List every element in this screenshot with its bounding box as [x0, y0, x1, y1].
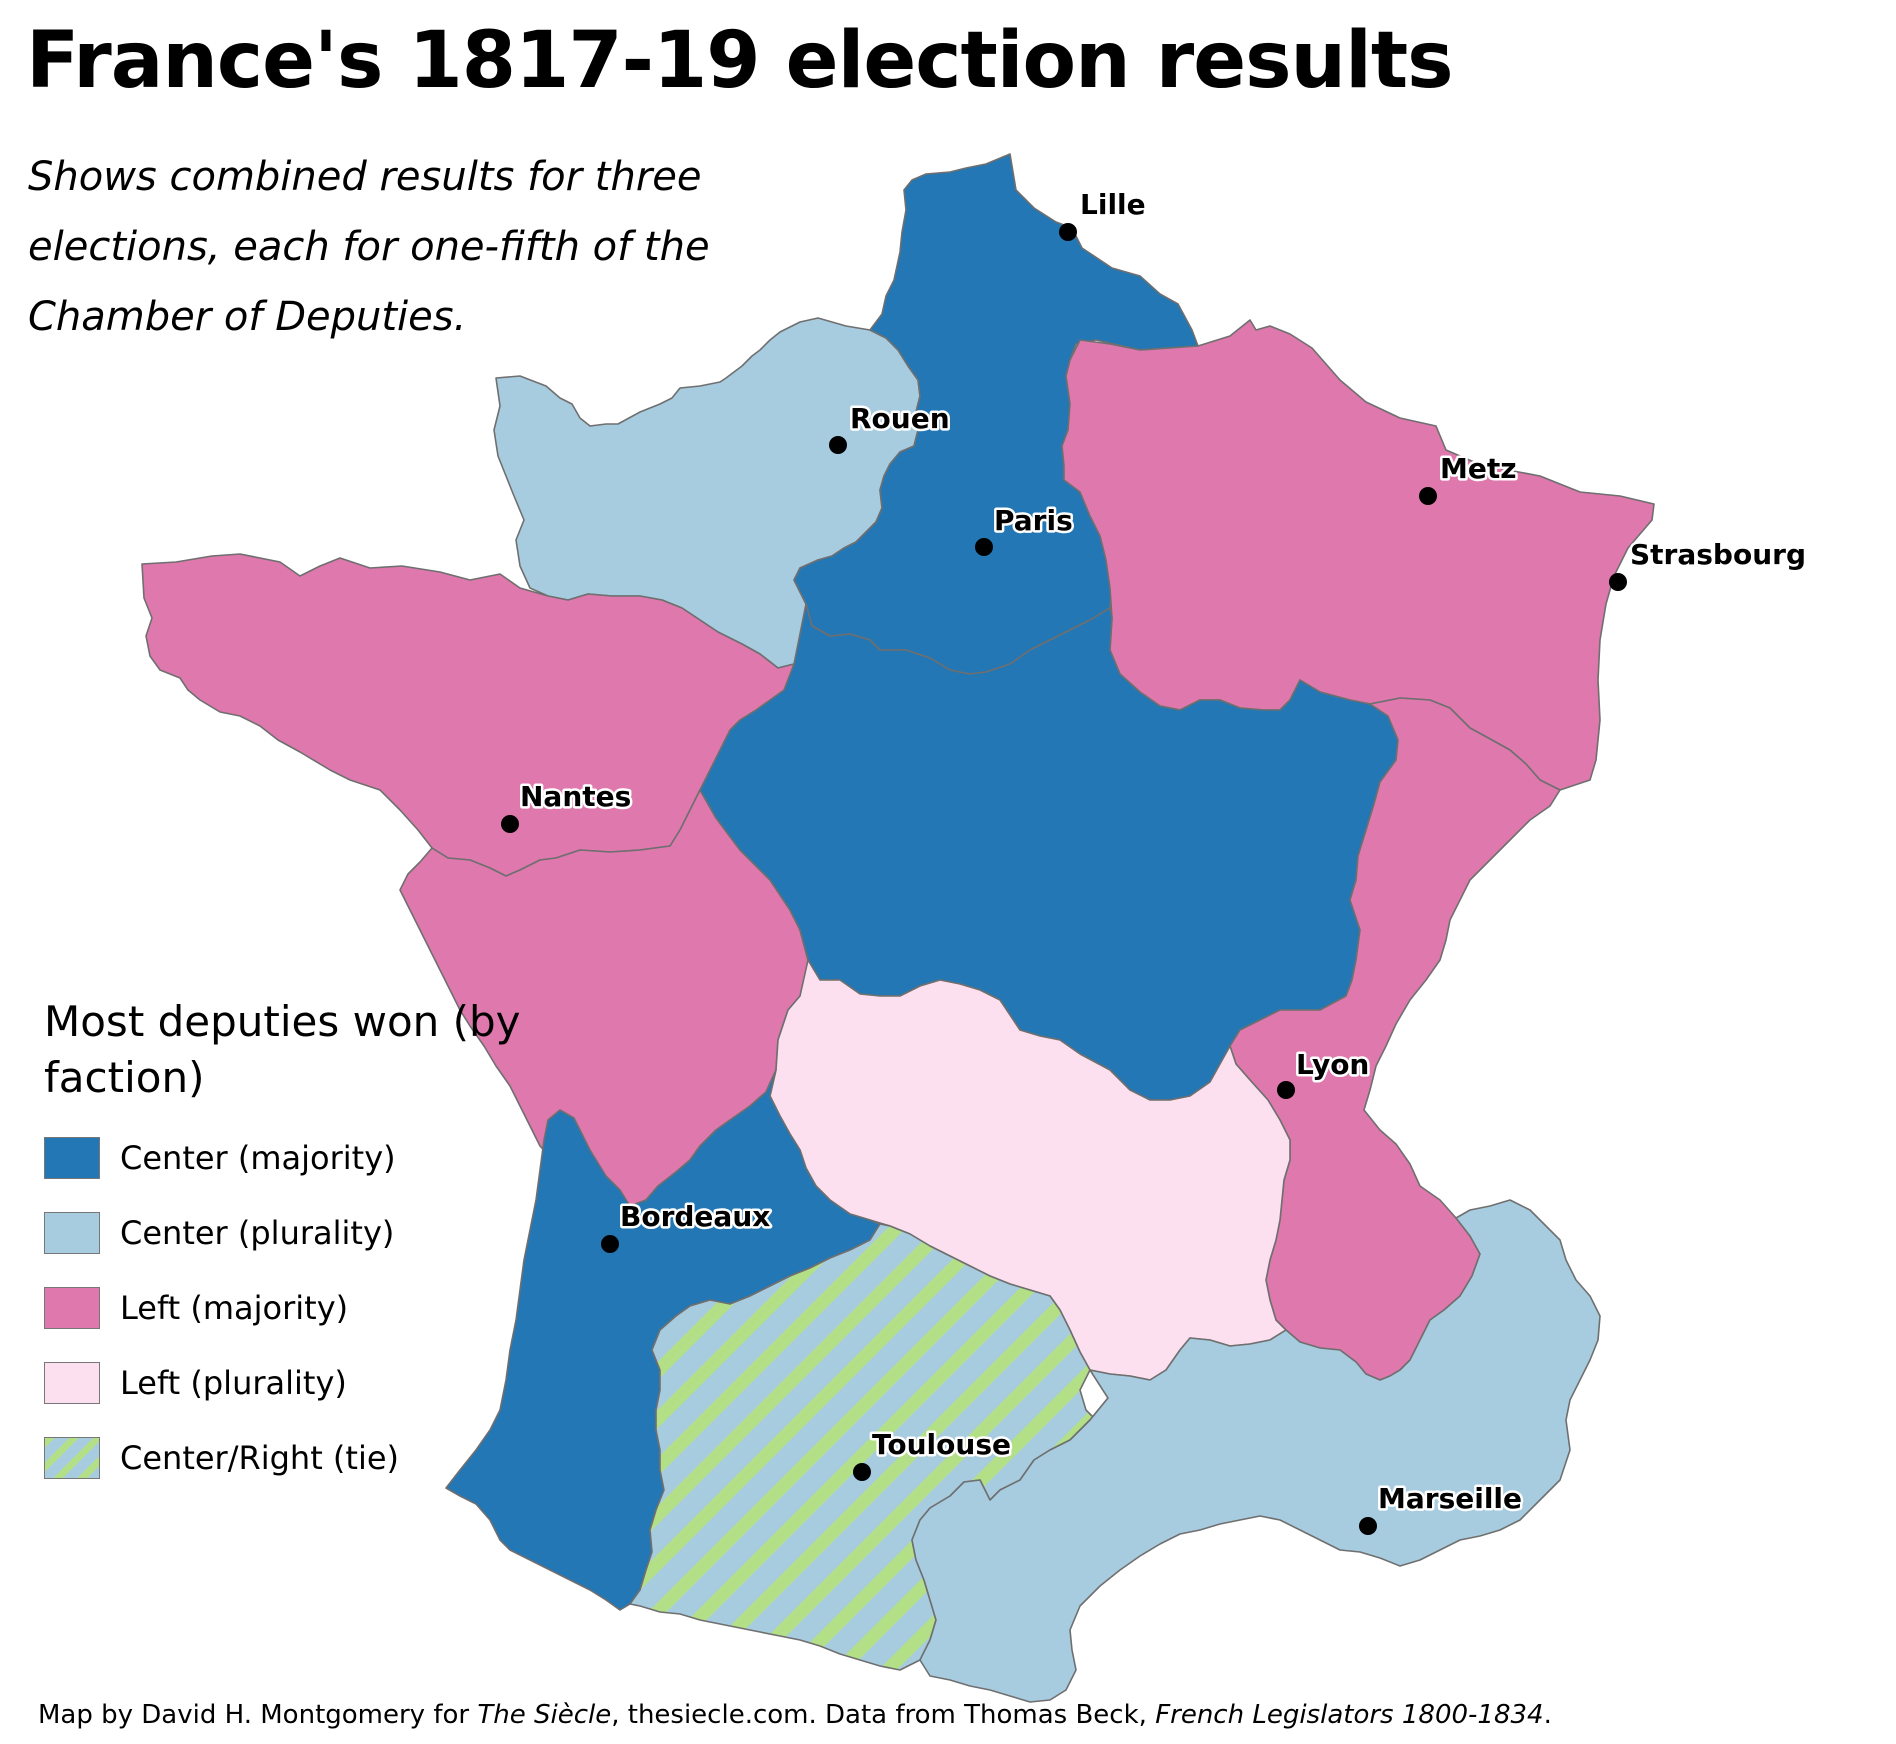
credit-line: Map by David H. Montgomery for The Siècl…	[38, 1700, 1552, 1730]
credit-text: , thesiecle.com. Data from Thomas Beck,	[611, 1700, 1156, 1730]
city-marker	[1277, 1081, 1295, 1099]
city-label: Lyon	[1296, 1048, 1369, 1081]
legend-item-center-majority: Center (majority)	[44, 1120, 524, 1195]
legend-label: Center (majority)	[120, 1138, 396, 1177]
city-lille: Lille	[1059, 186, 1148, 241]
credit-publication: The Siècle	[477, 1700, 612, 1730]
city-label: Nantes	[520, 780, 631, 813]
map-title: France's 1817-19 election results	[26, 16, 1454, 106]
city-label: Marseille	[1378, 1482, 1522, 1515]
city-marker	[1359, 1517, 1377, 1535]
city-label: Lille	[1080, 188, 1146, 221]
city-label: Strasbourg	[1630, 538, 1806, 571]
city-marker	[501, 815, 519, 833]
city-label: Paris	[994, 504, 1073, 537]
city-label: Toulouse	[872, 1428, 1011, 1461]
legend-label: Left (majority)	[120, 1288, 349, 1327]
city-paris: Paris	[975, 502, 1075, 556]
city-marker	[1059, 223, 1077, 241]
region-midi-center-right-tie	[629, 1223, 1117, 1671]
city-marker	[853, 1463, 871, 1481]
legend-item-center-right-tie: Center/Right (tie)	[44, 1420, 524, 1495]
city-marker	[975, 538, 993, 556]
city-strasbourg: Strasbourg	[1609, 536, 1808, 591]
city-bordeaux: Bordeaux	[601, 1198, 773, 1253]
swatch-left-majority	[44, 1286, 100, 1329]
swatch-center-plurality	[44, 1211, 100, 1254]
credit-text: Map by David H. Montgomery for	[38, 1700, 478, 1730]
swatch-center-majority	[44, 1136, 100, 1179]
swatch-left-plurality	[44, 1361, 100, 1404]
city-label: Metz	[1440, 452, 1517, 485]
legend-item-center-plurality: Center (plurality)	[44, 1195, 524, 1270]
legend-label: Center/Right (tie)	[120, 1438, 400, 1477]
city-nantes: Nantes	[501, 778, 634, 833]
city-toulouse: Toulouse	[853, 1426, 1013, 1481]
city-label: Bordeaux	[620, 1200, 770, 1233]
credit-book-title: French Legislators 1800-1834	[1155, 1700, 1544, 1730]
city-lyon: Lyon	[1277, 1046, 1372, 1099]
city-marker	[601, 1235, 619, 1253]
credit-text: .	[1543, 1700, 1552, 1730]
city-marker	[1419, 487, 1437, 505]
region-south-center-plurality	[911, 1199, 1601, 1703]
city-marseille: Marseille	[1359, 1480, 1525, 1535]
legend-item-left-majority: Left (majority)	[44, 1270, 524, 1345]
city-metz: Metz	[1419, 450, 1519, 505]
swatch-center-right-tie	[44, 1436, 100, 1479]
legend-label: Center (plurality)	[120, 1213, 395, 1252]
legend: Most deputies won (by faction) Center (m…	[44, 994, 524, 1495]
city-marker	[829, 436, 847, 454]
legend-label: Left (plurality)	[120, 1363, 347, 1402]
city-label: Rouen	[850, 402, 950, 435]
legend-item-left-plurality: Left (plurality)	[44, 1345, 524, 1420]
city-rouen: Rouen	[829, 400, 952, 454]
city-marker	[1609, 573, 1627, 591]
map-subtitle: Shows combined results for three electio…	[28, 154, 710, 340]
legend-title: Most deputies won (by faction)	[44, 997, 521, 1102]
